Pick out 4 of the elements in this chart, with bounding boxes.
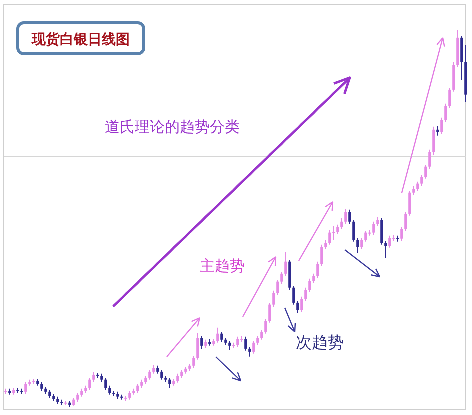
annotation: 次趋势 [296, 335, 344, 352]
title: 现货白银日线图 [32, 31, 130, 47]
annotation: 道氏理论的趋势分类 [105, 119, 240, 136]
annotation: 主趋势 [200, 258, 245, 275]
